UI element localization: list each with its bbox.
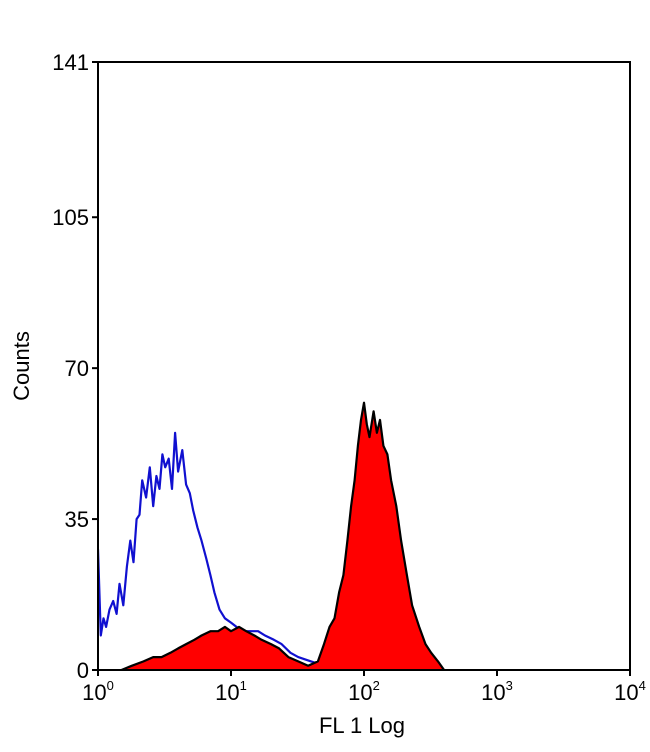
x-tick-exponent: 1 (240, 678, 247, 693)
y-tick-label: 141 (52, 50, 89, 75)
x-axis-label: FL 1 Log (319, 713, 405, 738)
y-tick-label: 35 (65, 507, 89, 532)
x-tick-exponent: 2 (373, 678, 380, 693)
x-tick-label: 100 (82, 678, 114, 705)
x-tick-exponent: 3 (506, 678, 513, 693)
y-tick-label: 70 (65, 356, 89, 381)
x-tick-label: 103 (481, 678, 513, 705)
series-layer (98, 401, 445, 670)
x-tick-exponent: 0 (107, 678, 114, 693)
x-tick-exponent: 4 (639, 678, 646, 693)
y-axis-label: Counts (9, 331, 34, 401)
x-tick-label: 101 (215, 678, 247, 705)
x-tick-label: 102 (348, 678, 380, 705)
x-tick-label: 104 (614, 678, 646, 705)
y-tick-label: 0 (77, 658, 89, 683)
y-tick-label: 105 (52, 205, 89, 230)
series-1-area (121, 402, 445, 670)
series-0-line (98, 431, 335, 670)
series-1-line (120, 401, 445, 670)
